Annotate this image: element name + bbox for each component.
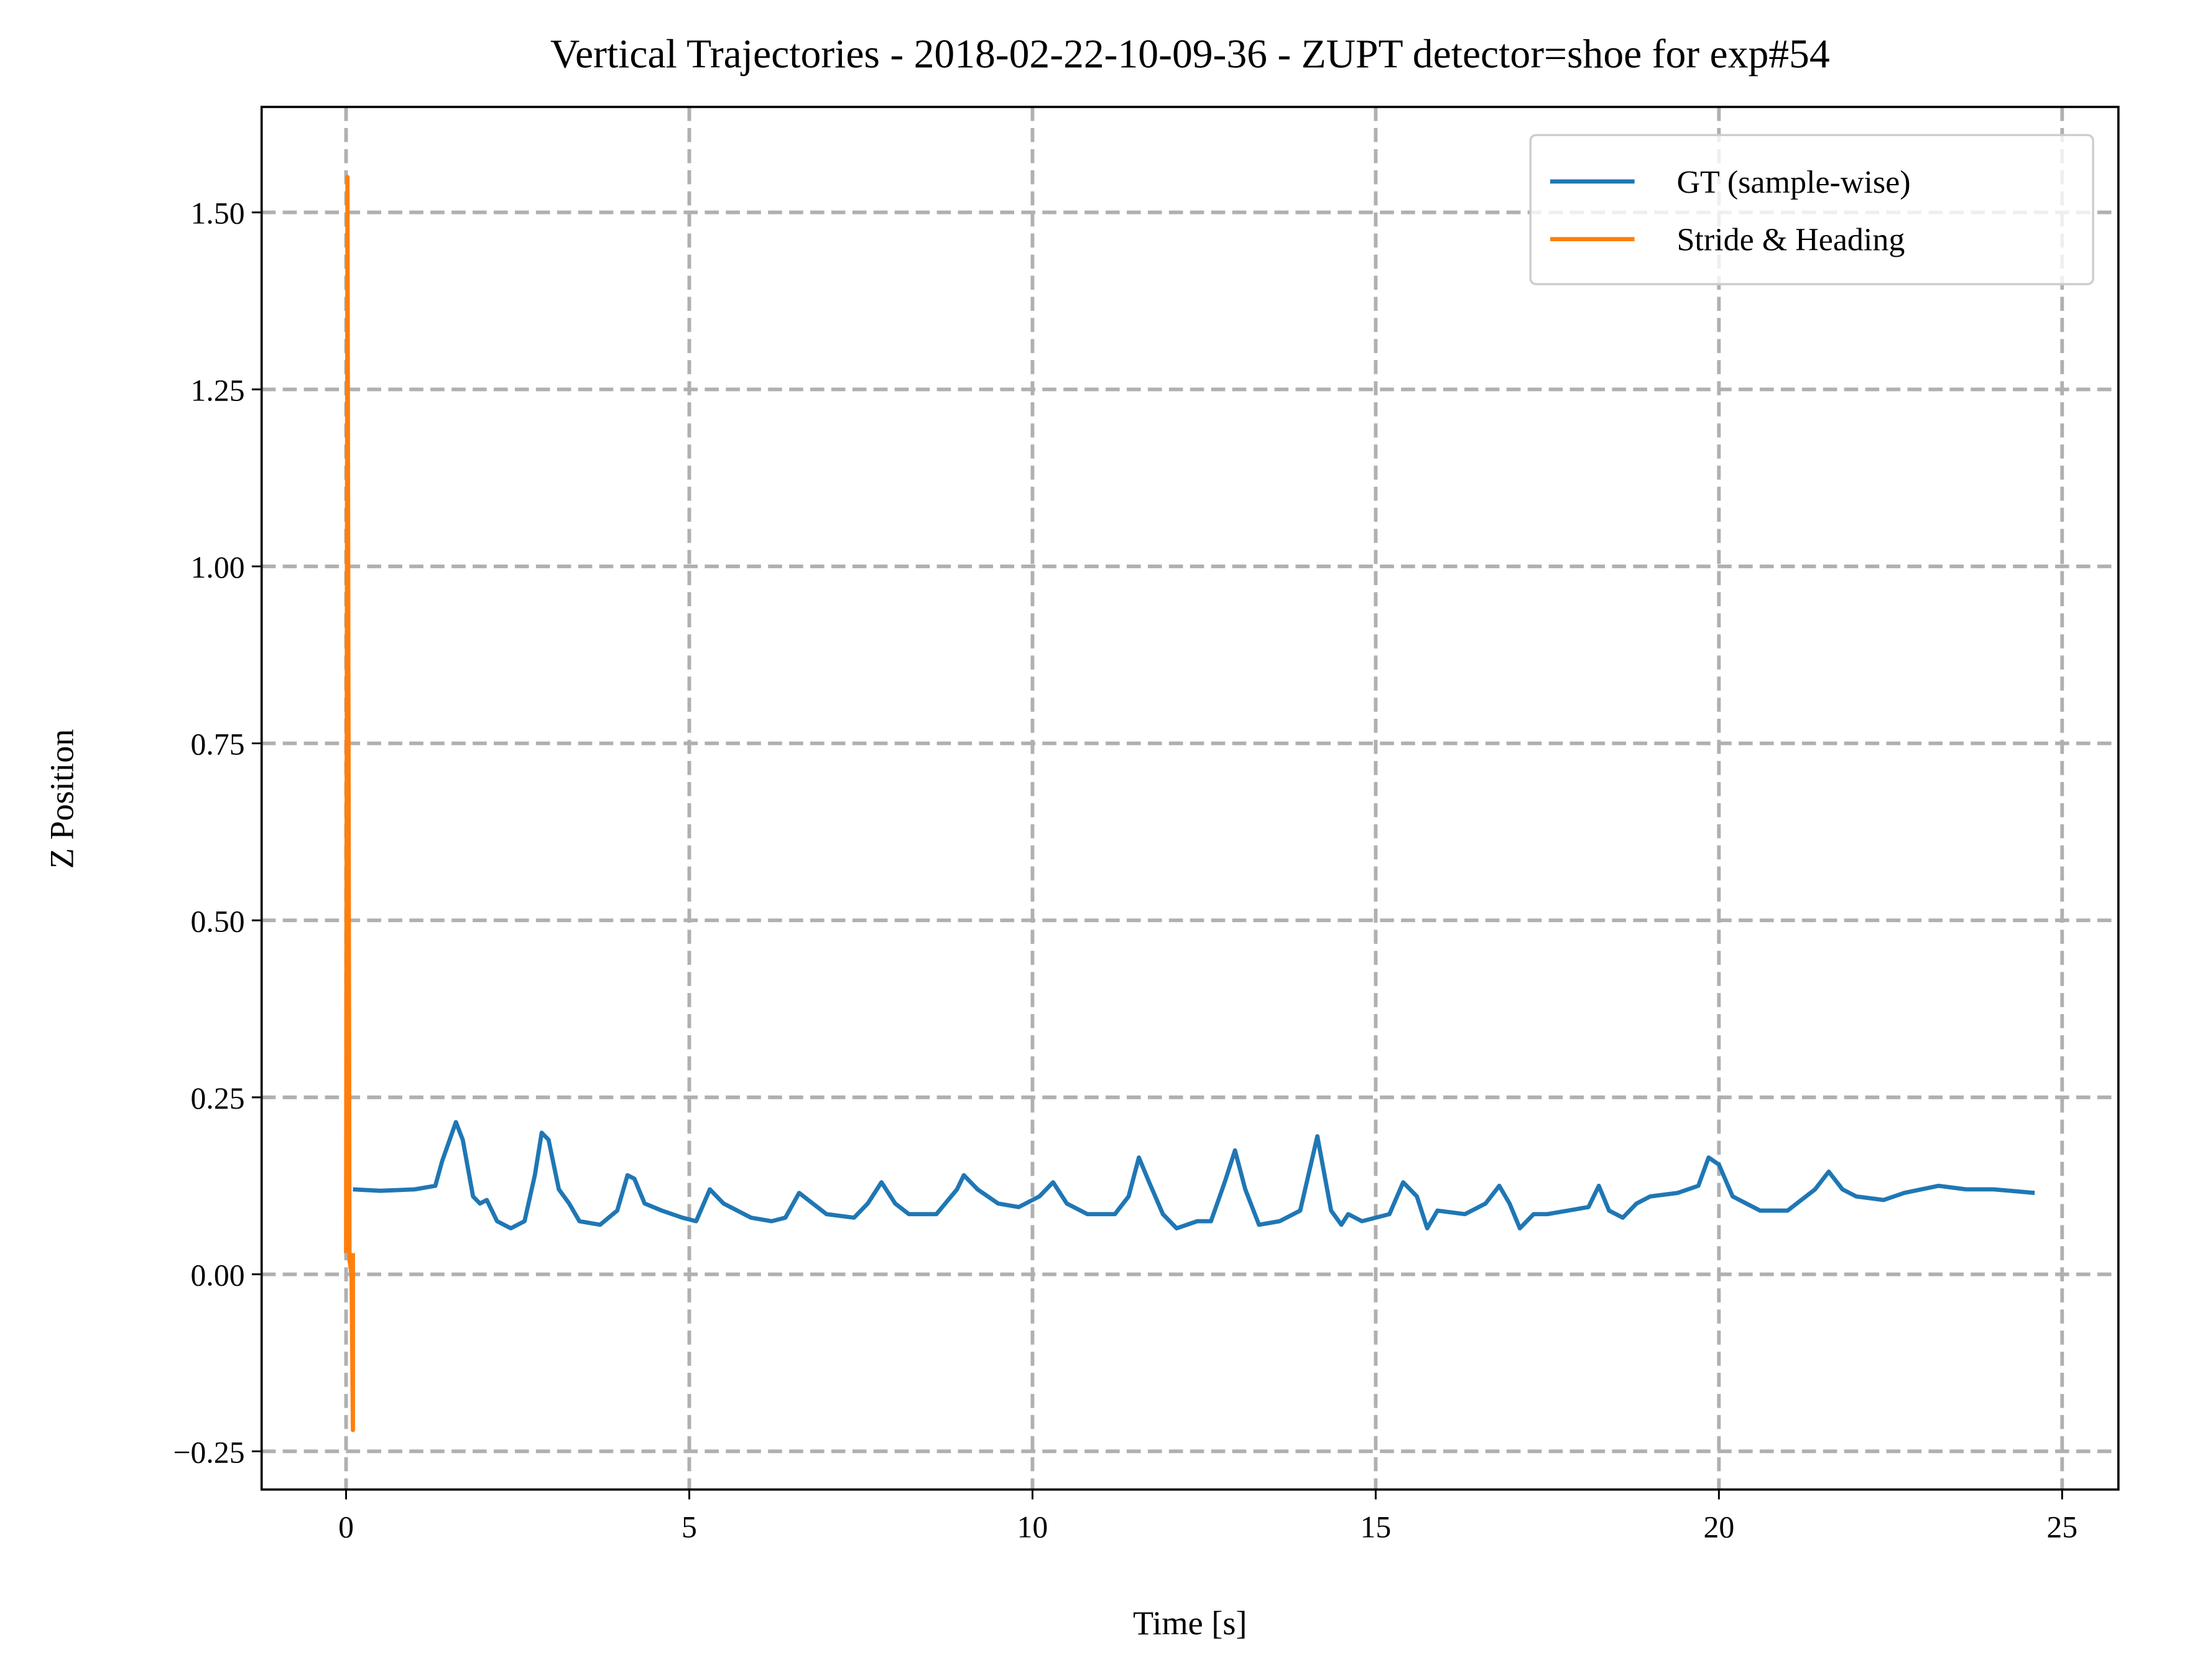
y-tick-label: 0.75 (191, 727, 245, 762)
x-tick-label: 0 (338, 1510, 354, 1544)
y-tick-label: 0.00 (191, 1258, 245, 1293)
x-axis-label: Time [s] (1133, 1605, 1247, 1642)
y-tick-label: 0.25 (191, 1081, 245, 1115)
plot-frame (260, 106, 2120, 1491)
series-line (344, 175, 355, 1433)
x-tick-label: 10 (1017, 1510, 1048, 1544)
y-tick-label: 1.00 (191, 550, 245, 584)
y-tick-label: 0.50 (191, 904, 245, 938)
y-tick-label: 1.50 (191, 196, 245, 231)
y-axis-label: Z Position (44, 729, 81, 869)
series-line (353, 1120, 2035, 1230)
x-tick-label: 20 (1703, 1510, 1734, 1544)
x-tick-label: 15 (1361, 1510, 1392, 1544)
chart-title: Vertical Trajectories - 2018-02-22-10-09… (550, 32, 1830, 77)
y-tick-label: 1.25 (191, 373, 245, 407)
legend-box (1529, 134, 2094, 285)
x-tick-label: 5 (682, 1510, 697, 1544)
legend-label: GT (sample-wise) (1676, 165, 1910, 200)
legend-label: Stride & Heading (1676, 223, 1905, 258)
x-tick-label: 25 (2046, 1510, 2078, 1544)
y-tick-label: −0.25 (173, 1435, 244, 1469)
